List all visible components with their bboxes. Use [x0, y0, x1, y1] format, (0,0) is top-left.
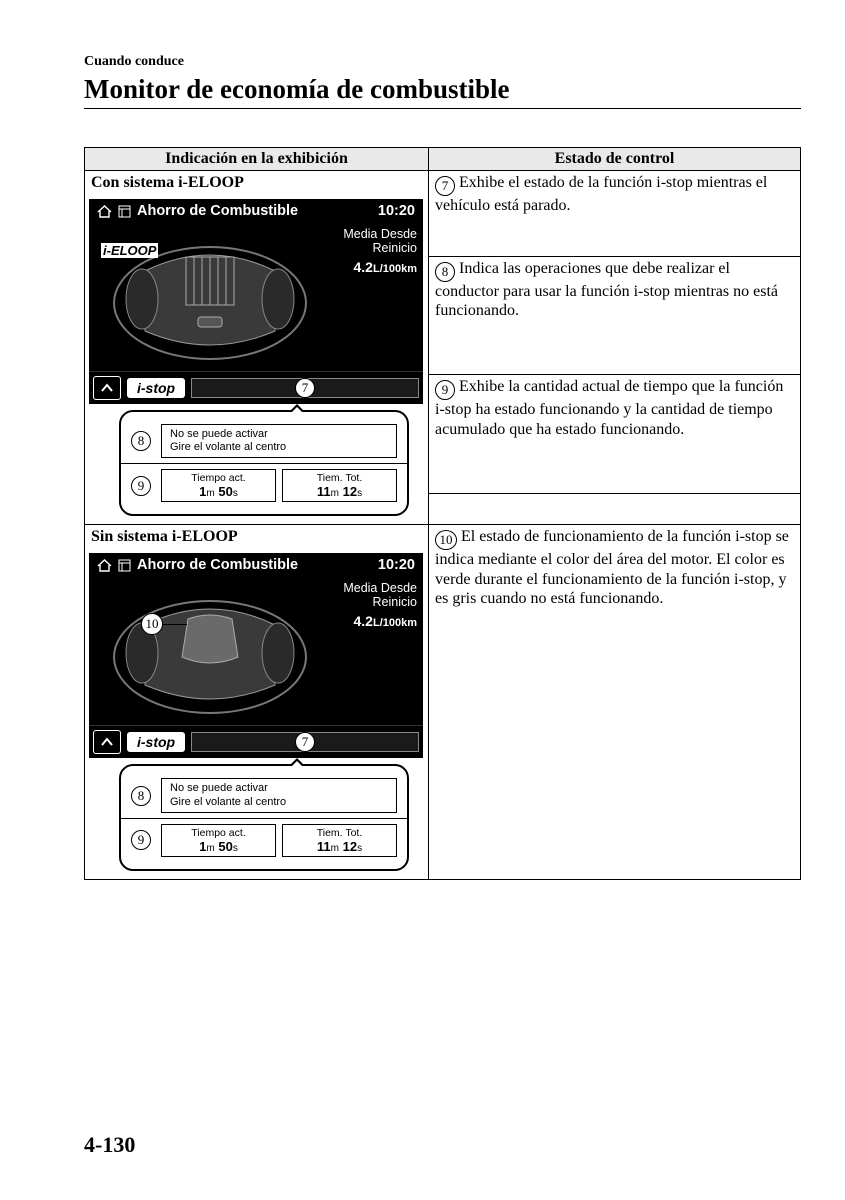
callout-9-icon: 9	[131, 830, 151, 850]
time-tot-m: 11	[317, 484, 331, 499]
callout-7-icon: 7	[295, 732, 315, 752]
time-tot-label: Tiem. Tot.	[289, 827, 390, 839]
callout-8-icon: 8	[131, 431, 151, 451]
page-number: 4-130	[84, 1132, 135, 1158]
circ-num-8: 8	[435, 262, 455, 282]
unit-m: m	[331, 843, 339, 854]
callout-8-icon: 8	[131, 786, 151, 806]
desc-7: 7Exhibe el estado de la función i-stop m…	[429, 171, 801, 257]
desc-8-text: Indica las operaciones que debe realizar…	[435, 260, 778, 320]
callout-bubble-2: 8 No se puede activar Gire el volante al…	[119, 764, 409, 870]
car-top-view-icon	[89, 575, 331, 725]
desc-7-text: Exhibe el estado de la función i-stop mi…	[435, 174, 767, 214]
desc-9: 9Exhibe la cantidad actual de tiempo que…	[429, 375, 801, 493]
dashboard-screenshot-2: Ahorro de Combustible 10:20	[89, 553, 423, 758]
msg-line1: No se puede activar	[170, 782, 388, 795]
nav-icon	[118, 205, 131, 218]
breadcrumb: Cuando conduce	[84, 54, 801, 70]
chevron-up-icon	[93, 730, 121, 754]
circ-num-10: 10	[435, 530, 457, 550]
time-act-s: 50	[218, 484, 232, 499]
unit-s: s	[233, 843, 238, 854]
main-table: Indicación en la exhibición Estado de co…	[84, 147, 801, 880]
media-line1: Media Desde	[331, 581, 417, 595]
leader-line	[163, 624, 187, 625]
message-box: No se puede activar Gire el volante al c…	[161, 778, 397, 812]
istop-label: i-stop	[127, 378, 185, 398]
circ-num-9: 9	[435, 380, 455, 400]
nav-icon	[118, 559, 131, 572]
time-tot-s: 12	[343, 484, 357, 499]
screen-title: Ahorro de Combustible	[137, 557, 378, 573]
msg-line1: No se puede activar	[170, 428, 388, 441]
time-tot-box: Tiem. Tot. 11m 12s	[282, 824, 397, 857]
istop-status-bar: 7	[191, 732, 419, 752]
home-icon	[97, 559, 112, 572]
unit-m: m	[331, 488, 339, 499]
time-act-label: Tiempo act.	[168, 472, 269, 484]
desc-8: 8Indica las operaciones que debe realiza…	[429, 256, 801, 374]
home-icon	[97, 205, 112, 218]
unit-s: s	[357, 843, 362, 854]
with-ieloop-label: Con sistema i-ELOOP	[85, 171, 428, 195]
callout-bubble-1: 8 No se puede activar Gire el volante al…	[119, 410, 409, 516]
media-unit: L/100km	[373, 617, 417, 629]
unit-m: m	[206, 488, 214, 499]
media-line2: Reinicio	[331, 595, 417, 609]
time-act-box: Tiempo act. 1m 50s	[161, 824, 276, 857]
chevron-up-icon	[93, 376, 121, 400]
time-act-s: 50	[218, 839, 232, 854]
media-value: 4.2	[354, 613, 373, 629]
message-box: No se puede activar Gire el volante al c…	[161, 424, 397, 458]
media-value: 4.2	[354, 259, 373, 275]
time-tot-m: 11	[317, 839, 331, 854]
time-act-label: Tiempo act.	[168, 827, 269, 839]
istop-label: i-stop	[127, 732, 185, 752]
title-rule	[84, 108, 801, 109]
istop-status-bar: 7	[191, 378, 419, 398]
media-unit: L/100km	[373, 263, 417, 275]
circ-num-7: 7	[435, 176, 455, 196]
callout-9-icon: 9	[131, 476, 151, 496]
desc-10-text: El estado de funcionamiento de la funció…	[435, 528, 789, 607]
unit-s: s	[357, 488, 362, 499]
dashboard-screenshot-1: Ahorro de Combustible 10:20	[89, 199, 423, 404]
unit-m: m	[206, 843, 214, 854]
page-title: Monitor de economía de combustible	[84, 74, 801, 105]
msg-line2: Gire el volante al centro	[170, 441, 388, 454]
without-ieloop-label: Sin sistema i-ELOOP	[85, 525, 428, 549]
screen-clock: 10:20	[378, 203, 415, 219]
media-line1: Media Desde	[331, 227, 417, 241]
desc-9-text: Exhibe la cantidad actual de tiempo que …	[435, 378, 783, 438]
time-tot-label: Tiem. Tot.	[289, 472, 390, 484]
desc-10: 10El estado de funcionamiento de la func…	[429, 525, 801, 879]
screen-clock: 10:20	[378, 557, 415, 573]
msg-line2: Gire el volante al centro	[170, 796, 388, 809]
col2-header: Estado de control	[429, 148, 801, 171]
time-tot-box: Tiem. Tot. 11m 12s	[282, 469, 397, 502]
empty-cell	[429, 493, 801, 525]
col1-header: Indicación en la exhibición	[85, 148, 429, 171]
ieloop-tag: i-ELOOP	[101, 243, 158, 258]
time-act-box: Tiempo act. 1m 50s	[161, 469, 276, 502]
unit-s: s	[233, 488, 238, 499]
time-tot-s: 12	[343, 839, 357, 854]
screen-title: Ahorro de Combustible	[137, 203, 378, 219]
callout-7-icon: 7	[295, 378, 315, 398]
media-line2: Reinicio	[331, 241, 417, 255]
